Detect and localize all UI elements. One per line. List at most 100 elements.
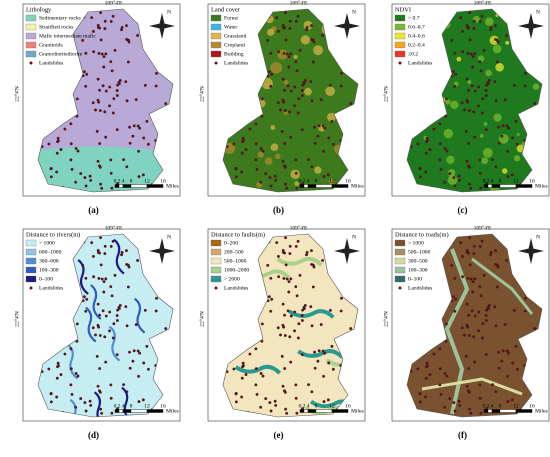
legend-title: Distance to rivers(m) (26, 231, 80, 238)
landslide-point (137, 175, 141, 179)
landslide-point (467, 367, 471, 370)
landslide-point (424, 151, 428, 155)
patch (513, 155, 521, 162)
landslide-point (300, 314, 304, 317)
landslide-point (234, 392, 238, 396)
landslide-point (274, 178, 278, 182)
legend-landslide-symbol (398, 286, 402, 290)
legend-label: Landslides (224, 285, 248, 291)
map-panel: 109°4'E 22°4'N N Lithology Sedimentary rocks… (13, 0, 181, 215)
landslide-point (99, 263, 103, 267)
landslide-point (467, 109, 471, 112)
legend-label: 300–500 (408, 258, 428, 264)
landslide-point (463, 108, 466, 112)
legend-label: Grassland (224, 33, 247, 39)
landslide-point (83, 176, 87, 180)
landslide-point (425, 139, 429, 143)
landslide-point (448, 172, 452, 176)
panel-label: (b) (273, 205, 284, 215)
landslide-point (70, 167, 74, 171)
legend-swatch (394, 32, 406, 40)
landslide-point (82, 70, 86, 74)
legend-label: 100–300 (39, 267, 59, 273)
landslide-point (294, 60, 298, 64)
legend-swatch (210, 275, 222, 283)
scale-tick-label: 16 (529, 178, 535, 184)
legend-landslide-symbol (214, 61, 218, 65)
landslide-point (478, 171, 482, 175)
scale-tick-label: 2 (303, 178, 306, 184)
landslide-point (102, 290, 106, 294)
landslide-point (96, 323, 100, 327)
longitude-label: 109°4'E (290, 0, 308, 6)
landslide-point (283, 88, 287, 92)
landslide-point (283, 164, 286, 168)
landslide-point (284, 38, 288, 42)
north-arrow (518, 238, 544, 264)
landslide-point (489, 28, 492, 32)
legend-swatch (210, 14, 222, 22)
landslide-point (416, 142, 420, 146)
landslide-point (473, 277, 477, 281)
landslide-point (313, 125, 316, 129)
legend-landslide-symbol (214, 286, 218, 290)
landslide-point (47, 142, 51, 146)
landslide-point (468, 11, 472, 15)
landslide-point (480, 14, 484, 18)
landslide-point (284, 236, 288, 240)
landslide-point (514, 119, 518, 123)
landslide-point (100, 52, 104, 56)
landslide-point (69, 383, 73, 387)
landslide-point (322, 175, 326, 179)
longitude-label: 109°4'E (105, 0, 123, 6)
landslide-point (280, 129, 284, 133)
river (93, 391, 106, 417)
landslide-point (307, 158, 311, 162)
landslide-point (122, 158, 126, 162)
landslide-point (287, 290, 291, 294)
landslide-point (113, 273, 117, 277)
landslide-point (281, 159, 285, 163)
legend-title: NDVI (395, 6, 411, 13)
landslide-point (104, 360, 108, 364)
landslide-point (294, 19, 298, 23)
landslide-point (307, 383, 311, 387)
patch (275, 153, 281, 160)
legend-label: Sedimentary rocks (39, 15, 81, 21)
landslide-point (289, 89, 293, 93)
landslide-point (480, 336, 484, 340)
landslide-point (112, 322, 116, 326)
landslide-point (506, 175, 510, 179)
landslide-point (533, 327, 537, 331)
landslide-point (136, 34, 140, 37)
scale-tick-label: 16 (345, 178, 351, 184)
landslide-point (248, 352, 252, 356)
scale-segment (146, 409, 164, 413)
latitude-label: 22°4'N (382, 86, 389, 102)
landslide-point (281, 77, 285, 81)
landslide-point (506, 400, 510, 404)
landslide-point (108, 329, 111, 333)
north-arrow (149, 13, 175, 39)
landslide-point (461, 275, 465, 279)
patch (293, 54, 298, 59)
patch (447, 175, 458, 185)
scale-tick-label: 8 (499, 403, 502, 409)
landslide-point (295, 69, 299, 73)
landslide-point (104, 314, 108, 318)
landslide-point (91, 254, 95, 258)
map-panel: 109°4'E 22°4'N N NDVI > 0.7 0.6–0.7 0.4–0.6 0.2… (382, 0, 550, 215)
landslide-point (244, 148, 248, 152)
landslide-point (448, 397, 452, 401)
patch (516, 132, 520, 136)
landslide-point (145, 119, 149, 123)
north-label: N (167, 234, 171, 240)
landslide-point (125, 24, 128, 28)
scale-tick-label: 2 (303, 403, 306, 409)
legend-label: Building (224, 51, 244, 57)
scale-segment (315, 184, 333, 188)
scale-segment (499, 409, 517, 413)
scale-tick-label: 8 (315, 178, 318, 184)
landslide-point (311, 285, 315, 289)
scale-tick-label: 16 (160, 178, 166, 184)
